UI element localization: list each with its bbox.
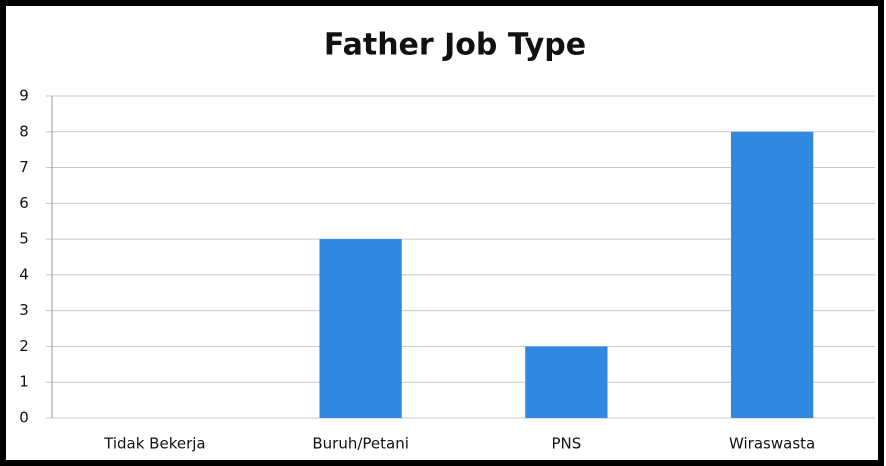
y-tick-label: 7 [19,158,29,176]
x-tick-label: Buruh/Petani [312,435,409,453]
y-tick-label: 0 [19,409,29,427]
y-tick-label: 5 [19,230,29,248]
bar [730,131,814,418]
y-tick-label: 6 [19,194,29,212]
y-tick-label: 9 [19,87,29,105]
x-tick-label: Tidak Bekerja [103,435,205,453]
x-tick-label: Wiraswasta [729,435,815,453]
y-tick-label: 4 [19,265,29,283]
bar [525,346,608,418]
y-tick-label: 8 [19,122,29,140]
chart-title: Father Job Type [324,28,586,63]
y-tick-label: 2 [19,337,29,355]
y-tick-label: 1 [19,373,29,391]
x-tick-label: PNS [551,435,581,453]
y-tick-label: 3 [19,301,29,319]
bar [319,239,402,418]
